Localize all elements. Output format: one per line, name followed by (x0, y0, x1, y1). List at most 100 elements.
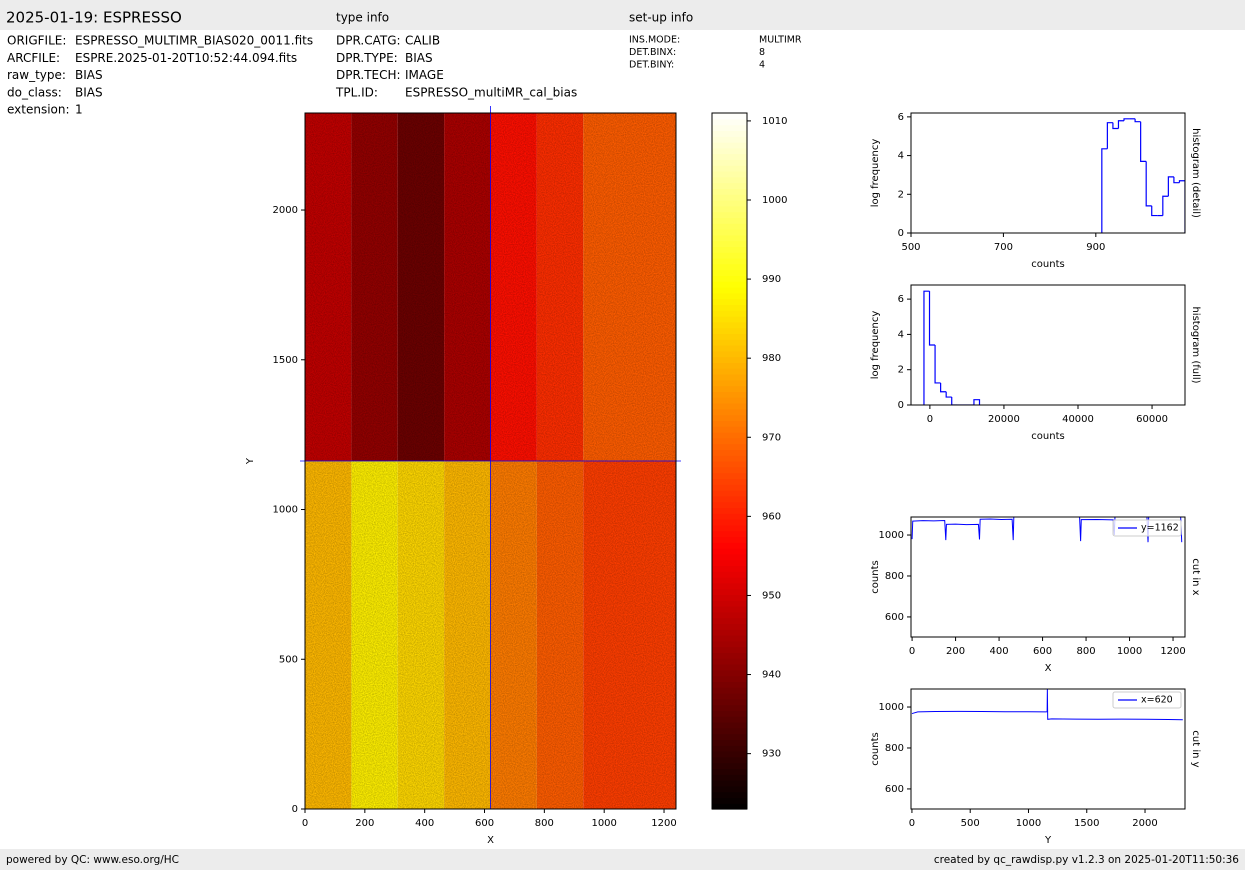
y-tick-label: 0 (292, 804, 298, 815)
histogram-step (1145, 161, 1152, 207)
y-tick-label: 4 (898, 151, 904, 162)
x-tick-label: 0 (927, 414, 933, 425)
colorbar-strip (712, 756, 747, 764)
info-value: BIAS (75, 68, 103, 82)
info-value: 1 (75, 103, 83, 117)
colorbar-strip (712, 553, 747, 561)
colorbar-strip (712, 333, 747, 340)
colorbar-strip (712, 403, 747, 410)
y-tick-label: 4 (898, 329, 904, 340)
colorbar-strip (712, 200, 747, 207)
x-tick-label: 60000 (1136, 414, 1168, 425)
series-line (911, 517, 1183, 543)
colorbar-strip (712, 646, 747, 653)
plot-area (923, 290, 981, 405)
colorbar-strip (712, 751, 747, 758)
y-axis-label: counts (870, 560, 881, 593)
y-tick-label: 600 (885, 612, 904, 623)
legend-label: x=620 (1141, 695, 1173, 706)
x-tick-label: 20000 (988, 414, 1020, 425)
colorbar-strip (712, 588, 747, 595)
histogram-step (973, 399, 981, 405)
colorbar-strip (712, 559, 747, 566)
info-label: ORIGFILE: (7, 34, 66, 48)
colorbar-strip (712, 234, 747, 242)
colorbar-strip (712, 698, 747, 706)
colorbar-strip (712, 292, 747, 300)
x-tick-label: 0 (302, 818, 308, 829)
footer-bar (0, 849, 1245, 870)
colorbar-strip (712, 414, 747, 421)
x-tick-label: 1000 (1016, 818, 1041, 829)
colorbar-tick-label: 1010 (762, 116, 787, 127)
colorbar-strip (712, 287, 747, 294)
colorbar-strip (712, 188, 747, 195)
colorbar-strip (712, 374, 747, 381)
colorbar-tick-label: 980 (762, 353, 781, 364)
colorbar-tick-label: 930 (762, 749, 781, 760)
colorbar-tick-label: 950 (762, 590, 781, 601)
colorbar-strip (712, 420, 747, 427)
y-tick-label: 1000 (879, 530, 904, 541)
colorbar-strip (712, 147, 747, 155)
colorbar-strip (712, 785, 747, 793)
colorbar-strip (712, 304, 747, 311)
colorbar-strip (712, 316, 747, 323)
y-tick-label: 6 (898, 112, 904, 123)
colorbar-strip (712, 223, 747, 230)
colorbar-strip (712, 675, 747, 682)
x-axis-label: X (1045, 663, 1052, 674)
y-tick-label: 800 (885, 571, 904, 582)
y-axis-label: log frequency (870, 139, 881, 208)
histogram-step (928, 291, 936, 346)
colorbar-strip (712, 391, 747, 398)
colorbar-strip (712, 577, 747, 584)
colorbar-strip (712, 124, 747, 131)
x-tick-label: 1200 (651, 818, 676, 829)
colorbar-strip (712, 762, 747, 769)
colorbar-strip (712, 571, 747, 578)
colorbar-tick-label: 990 (762, 274, 781, 285)
x-tick-label: 800 (535, 818, 554, 829)
colorbar-strip (712, 739, 747, 746)
x-tick-label: 400 (990, 646, 1009, 657)
colorbar-strip (712, 113, 747, 120)
colorbar-strip (712, 507, 747, 514)
colorbar-strip (712, 136, 747, 143)
colorbar-strip (712, 640, 747, 648)
panel-title: cut in y (1190, 730, 1201, 767)
plot-area (1101, 118, 1185, 233)
colorbar-strip (712, 791, 747, 798)
info-value: BIAS (75, 85, 103, 99)
colorbar-strip (712, 362, 747, 369)
y-tick-label: 1500 (273, 355, 298, 366)
colorbar-strip (712, 327, 747, 334)
x-tick-label: 600 (475, 818, 494, 829)
x-tick-label: 400 (415, 818, 434, 829)
x-axis-label: counts (1031, 431, 1064, 442)
axes-frame (910, 516, 1186, 638)
info-label: DET.BINY: (629, 60, 674, 71)
info-label: extension: (7, 103, 70, 117)
colorbar-strip (712, 716, 747, 723)
x-tick-label: 1000 (1117, 646, 1142, 657)
colorbar-strip (712, 350, 747, 358)
colorbar-strip (712, 252, 747, 259)
x-tick-label: 600 (1033, 646, 1052, 657)
y-tick-label: 2 (898, 189, 904, 200)
colorbar-strip (712, 600, 747, 607)
histogram-step (934, 345, 941, 384)
colorbar-strip (712, 484, 747, 491)
footer-right: created by qc_rawdisp.py v1.2.3 on 2025-… (934, 854, 1239, 866)
colorbar-strip (712, 449, 747, 456)
colorbar-strip (712, 478, 747, 485)
colorbar-strip (712, 298, 747, 305)
histogram-step (1140, 121, 1147, 162)
x-tick-label: 0 (909, 646, 915, 657)
legend-box (1112, 691, 1182, 709)
colorbar-tick-label: 970 (762, 432, 781, 443)
colorbar-strip (712, 165, 747, 172)
colorbar-strip (712, 536, 747, 543)
x-tick-label: 1000 (591, 818, 616, 829)
